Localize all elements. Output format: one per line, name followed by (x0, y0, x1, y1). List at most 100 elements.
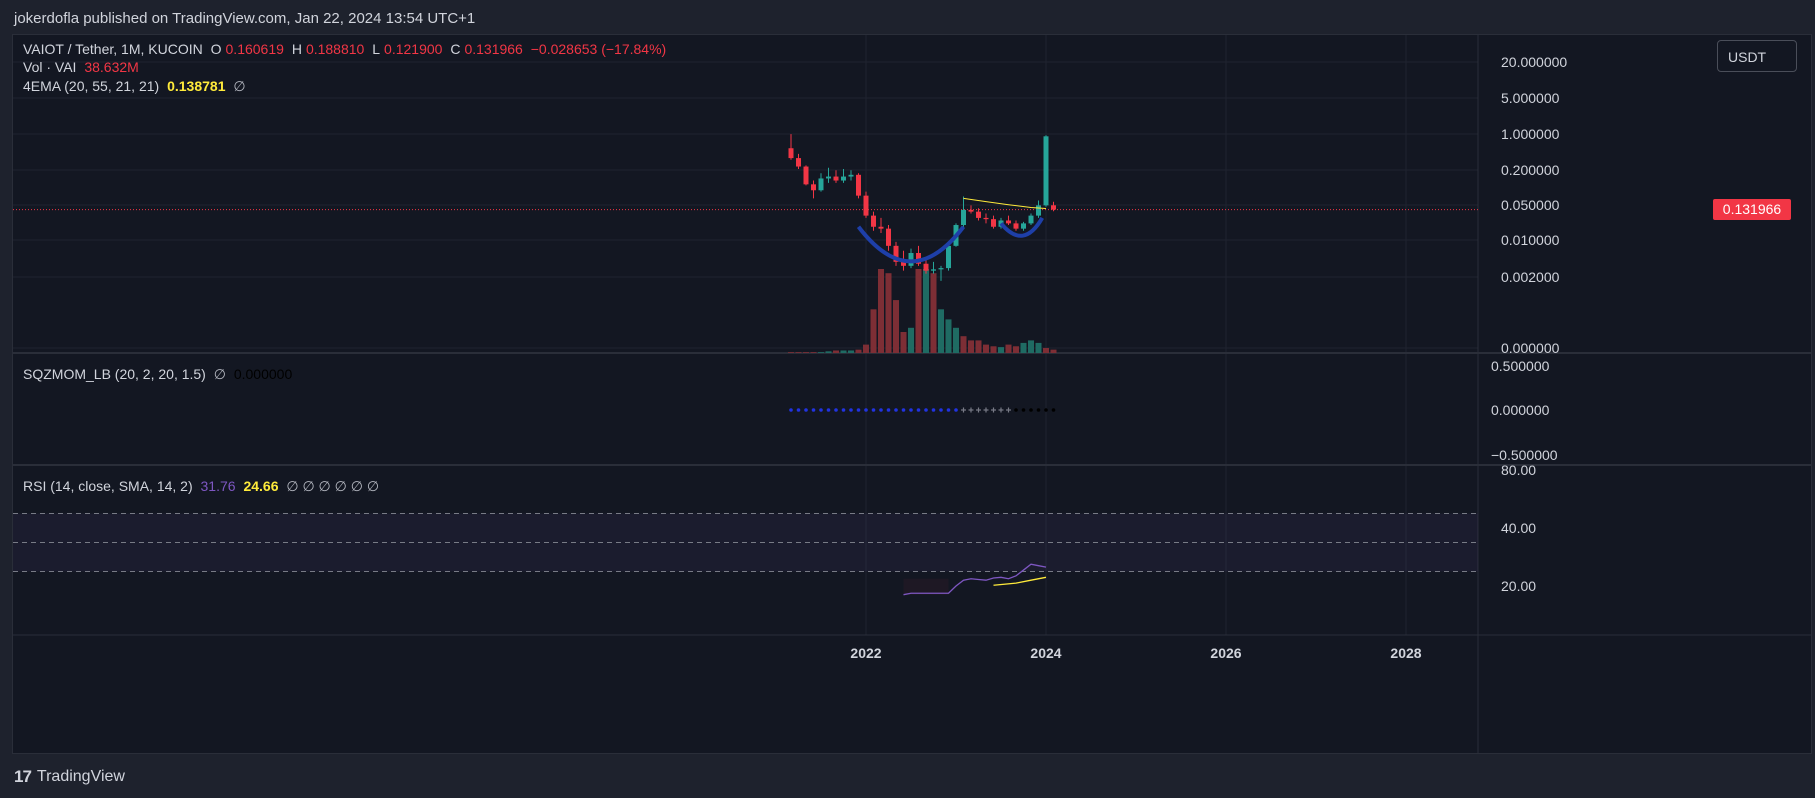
price-tick-label: 1.000000 (1501, 126, 1560, 142)
close-label: C (450, 41, 461, 57)
sqz-dot (864, 408, 868, 412)
volume-bar (983, 344, 989, 353)
legend-sqz-row: SQZMOM_LB (20, 2, 20, 1.5) ∅ 0.000000 (23, 366, 296, 383)
sqz-dot (789, 408, 793, 412)
last-price-tag: 0.131966 (1713, 199, 1791, 220)
rsi-label[interactable]: RSI (14, close, SMA, 14, 2) (23, 478, 193, 494)
rsi-tick-label: 80.00 (1501, 462, 1536, 478)
candle-body (1051, 205, 1056, 210)
high-value: 0.188810 (305, 41, 365, 57)
volume-bar (938, 309, 944, 353)
legend-rsi-row: RSI (14, close, SMA, 14, 2) 31.76 24.66 … (23, 478, 383, 495)
rsi-value: 31.76 (200, 478, 236, 494)
sqz-dot (1014, 408, 1018, 412)
tradingview-wordmark: TradingView (36, 768, 125, 785)
candle-body (961, 209, 966, 226)
candle-body (901, 261, 906, 266)
change-value: −0.028653 (−17.84%) (530, 41, 667, 57)
volume-bar (998, 347, 1004, 353)
volume-bar (878, 269, 884, 353)
volume-bar (863, 344, 869, 353)
volume-bar (915, 269, 922, 353)
sqz-dot (819, 408, 823, 412)
volume-bar (990, 346, 997, 353)
legend-ema-row: 4EMA (20, 55, 21, 21) 0.138781 ∅ (23, 78, 250, 95)
price-tick-label: 0.050000 (1501, 197, 1560, 213)
candle-body (923, 263, 929, 271)
volume-label[interactable]: Vol · VAI (23, 59, 77, 75)
sqz-dot (796, 408, 801, 412)
sqz-dot (909, 408, 913, 412)
volume-value: 38.632M (84, 59, 139, 75)
volume-bar (960, 336, 967, 353)
volume-bar (1005, 344, 1012, 353)
sqz-dot (879, 408, 883, 412)
sqz-dot (1051, 408, 1056, 412)
chart-canvas[interactable]: 20.000000 5.000000 1.000000 0.200000 0.05000… (13, 35, 1811, 753)
sqz-dot (1029, 408, 1033, 412)
candle-body (976, 211, 981, 218)
rsi-ma-value: 24.66 (243, 478, 279, 494)
rsi-oversold-zone (903, 578, 949, 595)
candle-body (788, 148, 794, 159)
sqz-dot (946, 408, 951, 412)
published-header: jokerdofla published on TradingView.com,… (14, 10, 476, 27)
volume-bar (795, 352, 802, 353)
sqz-null: ∅ (213, 366, 226, 382)
symbol-name[interactable]: VAIOT / Tether, 1M, KUCOIN (23, 41, 203, 57)
candle-body (818, 178, 824, 191)
sqz-dot (894, 408, 898, 412)
volume-bar (848, 350, 854, 353)
high-label: H (291, 41, 302, 57)
open-value: 0.160619 (225, 41, 284, 57)
candle-body (1021, 223, 1026, 229)
time-tick-label: 2026 (1210, 645, 1241, 661)
time-tick-label: 2024 (1030, 645, 1061, 661)
sqz-dot (834, 408, 838, 412)
rsi-line (903, 563, 1047, 596)
candle-body (983, 217, 989, 220)
price-tick-label: 0.000000 (1501, 340, 1560, 356)
volume-bar (953, 327, 959, 353)
volume-bar (818, 352, 824, 353)
sqz-tick-label: 0.000000 (1491, 402, 1550, 418)
volume-bar (908, 327, 914, 353)
rsi-tick-label: 20.00 (1501, 578, 1536, 594)
volume-bar (923, 269, 929, 353)
candle-body (946, 245, 951, 269)
handle-pattern-curve (999, 216, 1044, 238)
candle-body (878, 226, 884, 229)
candle-body (893, 245, 899, 262)
sqz-dot (856, 408, 861, 412)
legend-volume-row: Vol · VAI 38.632M (23, 59, 143, 75)
candle-body (1028, 215, 1034, 224)
candle-body (1036, 205, 1041, 216)
volume-bar (968, 340, 974, 353)
sqz-tick-label: −0.500000 (1491, 447, 1558, 463)
volume-bar (870, 309, 877, 353)
sqz-dot (901, 408, 906, 412)
sqz-dot (1021, 408, 1026, 412)
candle-body (968, 209, 974, 212)
price-tick-label: 20.000000 (1501, 54, 1567, 70)
volume-bar (833, 350, 839, 353)
volume-bar (1043, 347, 1049, 353)
sqz-dot (924, 408, 928, 412)
ema-label[interactable]: 4EMA (20, 55, 21, 21) (23, 78, 160, 94)
close-value: 0.131966 (464, 41, 523, 57)
candle-body (848, 174, 854, 177)
candle-body (1013, 223, 1019, 229)
currency-selector-button[interactable]: USDT (1717, 40, 1797, 72)
candle-body (871, 215, 876, 227)
chart-panel[interactable]: 20.000000 5.000000 1.000000 0.200000 0.05000… (12, 34, 1812, 754)
volume-bar (1013, 346, 1019, 353)
volume-bar (1028, 340, 1034, 353)
ema-value: 0.138781 (167, 78, 226, 94)
rsi-ma-line (993, 576, 1047, 586)
volume-bar (840, 350, 847, 353)
sqz-label[interactable]: SQZMOM_LB (20, 2, 20, 1.5) (23, 366, 206, 382)
volume-bar (788, 352, 794, 353)
sqz-value: 0.000000 (233, 366, 293, 382)
tradingview-logo[interactable]: 17 TradingView (14, 767, 125, 787)
volume-bar (900, 332, 907, 353)
